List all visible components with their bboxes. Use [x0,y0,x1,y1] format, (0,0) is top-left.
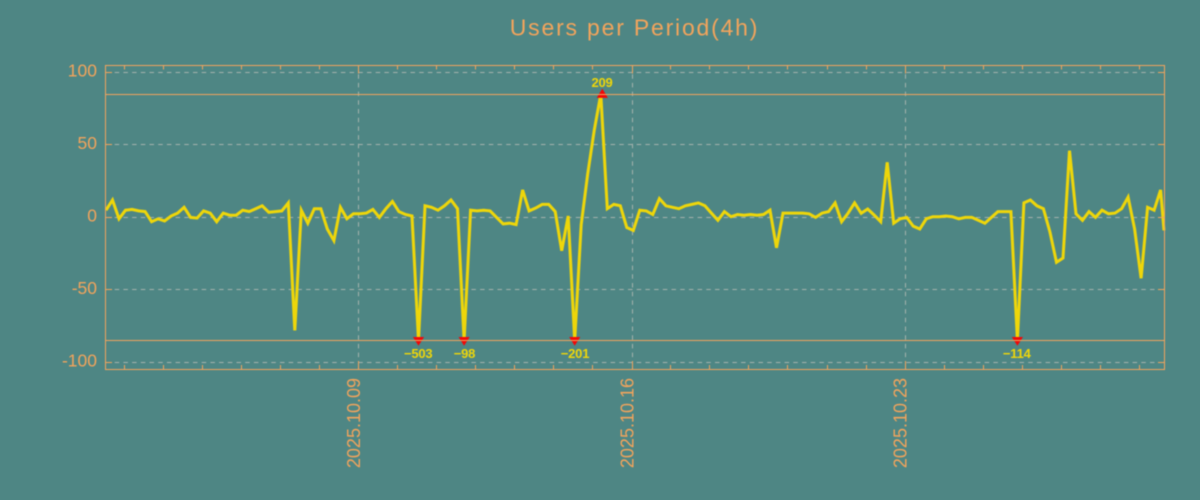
svg-text:0: 0 [87,206,97,226]
svg-text:Users per Period(4h): Users per Period(4h) [510,15,759,41]
svg-text:2025.10.16: 2025.10.16 [617,378,637,468]
svg-text:50: 50 [78,133,98,153]
svg-text:2025.10.09: 2025.10.09 [344,378,364,468]
svg-text:−201: −201 [561,346,589,361]
svg-text:-50: -50 [72,278,98,298]
svg-text:−114: −114 [1003,346,1032,361]
svg-text:100: 100 [68,61,97,81]
svg-text:2025.10.23: 2025.10.23 [891,378,911,468]
svg-text:-100: -100 [62,351,97,371]
svg-text:209: 209 [591,75,612,90]
svg-text:−503: −503 [404,346,432,361]
svg-text:−98: −98 [454,346,475,361]
